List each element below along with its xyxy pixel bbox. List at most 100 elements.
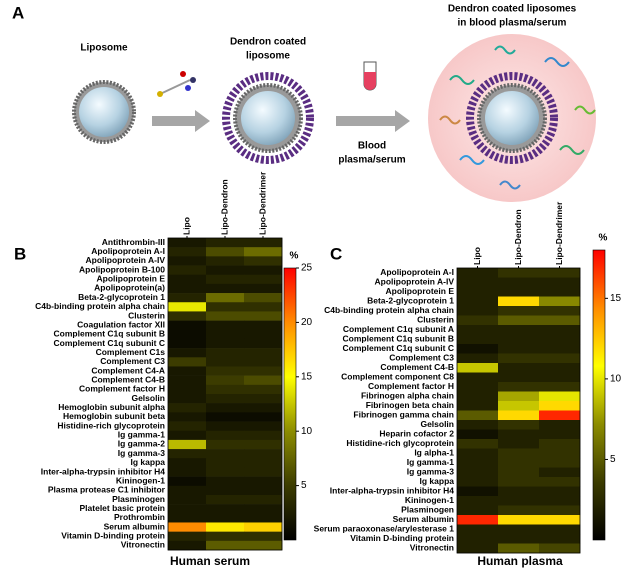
heat-cell	[206, 504, 245, 514]
heat-cell	[206, 412, 245, 422]
heat-cell	[498, 429, 540, 440]
heat-cell	[498, 287, 540, 297]
heat-cell	[168, 293, 207, 303]
heat-cell	[244, 357, 283, 367]
heat-cell	[168, 421, 207, 432]
heat-cell	[168, 458, 207, 468]
row-label: Apolipoprotein A-I	[380, 267, 454, 277]
heat-cell	[168, 247, 207, 257]
heat-cell	[206, 375, 245, 386]
heat-cell	[498, 515, 540, 525]
heat-cell	[206, 403, 245, 413]
heat-cell	[168, 348, 207, 358]
row-label: Complement C4-A	[91, 365, 165, 375]
heat-cell	[457, 429, 499, 440]
row-label: Serum albumin	[104, 521, 165, 531]
heat-cell	[206, 421, 245, 432]
proteins	[439, 45, 596, 190]
heat-cell	[206, 238, 245, 248]
row-label: Vitronectin	[121, 540, 165, 550]
heat-cell	[206, 348, 245, 358]
row-label: Gelsolin	[420, 419, 454, 429]
row-label: Complement component C8	[341, 372, 454, 382]
heat-cell	[457, 372, 499, 383]
row-label: Ig alpha-1	[414, 448, 454, 458]
heat-cell	[539, 448, 581, 459]
colorbar-tick-label: 15	[610, 293, 622, 304]
heat-cell	[168, 403, 207, 413]
liposome-core	[241, 91, 295, 145]
heat-cell	[206, 522, 245, 532]
heat-cell	[457, 439, 499, 449]
heat-cell	[498, 372, 540, 383]
heat-cell	[498, 344, 540, 354]
heat-cell	[244, 540, 283, 551]
heat-cell	[168, 513, 207, 523]
heat-cell	[539, 325, 581, 335]
panel-letter: C	[330, 244, 342, 263]
heat-cell	[457, 344, 499, 354]
row-label: Hemoglobin subunit alpha	[58, 402, 165, 412]
row-label: Complement factor H	[368, 381, 454, 391]
colorbar-label: %	[599, 233, 608, 244]
heat-cell	[457, 363, 499, 373]
heat-cell	[457, 391, 499, 402]
heat-cell	[457, 496, 499, 506]
heat-cell	[244, 494, 283, 505]
row-label: Complement C1q subunit C	[54, 338, 165, 348]
heat-cell	[539, 372, 581, 383]
row-label: Apolipoprotein A-IV	[86, 255, 166, 265]
heat-cell	[539, 439, 581, 449]
heat-cell	[539, 410, 581, 421]
heat-cell	[206, 485, 245, 496]
heat-cell	[498, 410, 540, 421]
heat-cell	[244, 467, 283, 477]
row-label: Kininogen-1	[405, 495, 454, 505]
colorbar-tick-label: 15	[301, 371, 313, 382]
arrow	[336, 110, 410, 132]
row-label: Platelet basic protein	[80, 503, 166, 513]
heat-cell	[244, 531, 283, 542]
row-label: Apolipoprotein E	[97, 274, 166, 284]
heat-cell	[457, 458, 499, 468]
row-label: Histidine-rich glycoprotein	[57, 420, 165, 430]
x-axis-label: Human plasma	[477, 554, 563, 568]
row-label: Inter-alpha-trypsin inhibitor H4	[330, 486, 454, 496]
row-label: C4b-binding protein alpha chain	[35, 301, 165, 311]
heat-cell	[539, 496, 581, 506]
heat-cell	[206, 394, 245, 404]
column-label: Lipo-Dendrimer	[257, 171, 267, 235]
heat-cell	[498, 277, 540, 288]
liposome-core	[79, 87, 129, 137]
heat-cell	[244, 348, 283, 358]
heat-cell	[168, 531, 207, 542]
colorbar-tick-label: 5	[610, 454, 616, 465]
heat-cell	[206, 449, 245, 459]
heat-cell	[498, 486, 540, 497]
heat-cell	[539, 306, 581, 316]
heat-cell	[244, 293, 283, 303]
colorbar-label: %	[290, 251, 299, 262]
heat-cell	[168, 540, 207, 551]
heat-cell	[457, 353, 499, 364]
label: liposome	[246, 51, 290, 62]
heat-cell	[244, 430, 283, 441]
row-label: Fibrinogen alpha chain	[361, 391, 454, 401]
heat-cell	[206, 256, 245, 266]
heat-cell	[244, 522, 283, 532]
heat-cell	[244, 476, 283, 487]
heatmap-frame	[456, 267, 581, 554]
colorbar-tick-label: 25	[301, 263, 313, 274]
heat-cell	[457, 420, 499, 430]
row-label: Plasminogen	[112, 494, 165, 504]
heat-cell	[539, 287, 581, 297]
heat-cell	[457, 477, 499, 487]
label: Dendron coated liposomes	[448, 4, 577, 15]
label: Liposome	[80, 43, 128, 54]
heat-cell	[498, 401, 540, 411]
row-label: Serum paraoxonase/arylesterase 1	[314, 524, 455, 534]
heat-cell	[168, 329, 207, 340]
colorbar-tick-label: 10	[610, 374, 622, 385]
heat-cell	[539, 429, 581, 440]
heat-cell	[168, 394, 207, 404]
